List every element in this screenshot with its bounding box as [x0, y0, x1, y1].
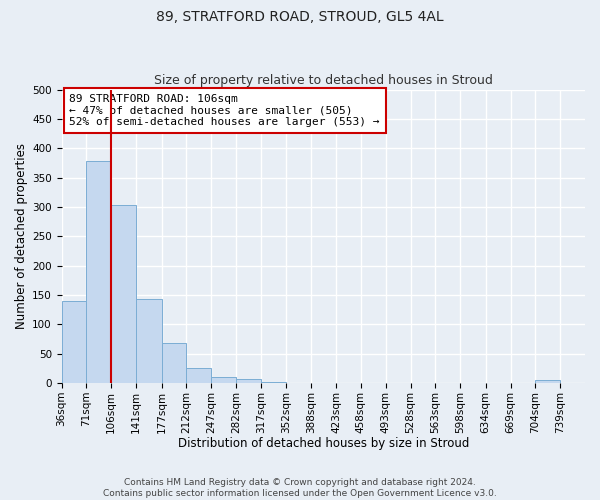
Bar: [236, 379, 261, 383]
Bar: [187, 368, 211, 383]
Bar: [261, 382, 286, 383]
Bar: [111, 205, 136, 383]
Text: 89, STRATFORD ROAD, STROUD, GL5 4AL: 89, STRATFORD ROAD, STROUD, GL5 4AL: [156, 10, 444, 24]
X-axis label: Distribution of detached houses by size in Stroud: Distribution of detached houses by size …: [178, 437, 469, 450]
Text: 89 STRATFORD ROAD: 106sqm
← 47% of detached houses are smaller (505)
52% of semi: 89 STRATFORD ROAD: 106sqm ← 47% of detac…: [70, 94, 380, 127]
Bar: [535, 380, 560, 383]
Text: Contains HM Land Registry data © Crown copyright and database right 2024.
Contai: Contains HM Land Registry data © Crown c…: [103, 478, 497, 498]
Bar: [86, 161, 111, 383]
Bar: [136, 299, 161, 383]
Bar: [211, 377, 236, 383]
Bar: [62, 301, 86, 383]
Bar: [161, 342, 187, 383]
Title: Size of property relative to detached houses in Stroud: Size of property relative to detached ho…: [154, 74, 493, 87]
Y-axis label: Number of detached properties: Number of detached properties: [15, 144, 28, 330]
